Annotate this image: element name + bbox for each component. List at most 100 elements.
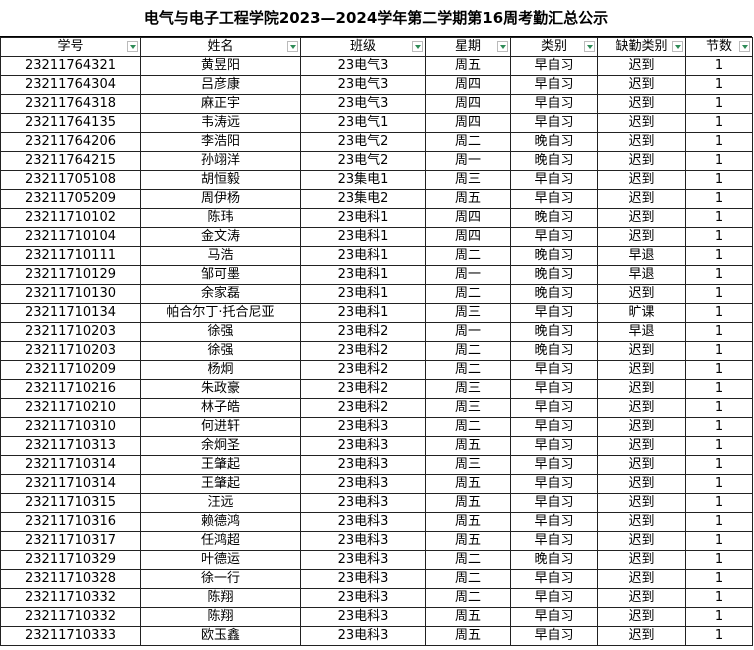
table-cell: 早自习 — [510, 626, 598, 646]
table-cell: 早自习 — [510, 493, 598, 513]
table-row: 23211710104 金文涛 23电科1 周四 早自习 迟到 1 — [0, 227, 753, 247]
table-cell: 23电科3 — [300, 569, 426, 589]
table-cell: 周五 — [425, 474, 511, 494]
table-cell: 林子皓 — [140, 398, 301, 418]
table-row: 23211764206 李浩阳 23电气2 周二 晚自习 迟到 1 — [0, 132, 753, 152]
filter-button[interactable] — [127, 41, 138, 52]
table-row: 23211710316 赖德鸿 23电科3 周五 早自习 迟到 1 — [0, 512, 753, 532]
table-cell: 23211710203 — [0, 341, 141, 361]
table-cell: 23电科1 — [300, 265, 426, 285]
table-cell: 迟到 — [597, 227, 686, 247]
table-cell: 23211710130 — [0, 284, 141, 304]
table-cell: 余家磊 — [140, 284, 301, 304]
filter-button[interactable] — [497, 41, 508, 52]
table-cell: 23211705209 — [0, 189, 141, 209]
table-cell: 周三 — [425, 170, 511, 190]
table-cell: 1 — [685, 170, 753, 190]
table-cell: 23211710314 — [0, 474, 141, 494]
table-cell: 1 — [685, 265, 753, 285]
table-cell: 早自习 — [510, 512, 598, 532]
table-cell: 周五 — [425, 56, 511, 76]
column-header: 节数 — [685, 37, 753, 57]
table-cell: 23电科2 — [300, 398, 426, 418]
table-cell: 1 — [685, 398, 753, 418]
table-row: 23211710216 朱政豪 23电科2 周三 早自习 迟到 1 — [0, 379, 753, 399]
table-cell: 1 — [685, 455, 753, 475]
table-cell: 陈翔 — [140, 607, 301, 627]
table-cell: 汪远 — [140, 493, 301, 513]
table-cell: 晚自习 — [510, 151, 598, 171]
table-cell: 周五 — [425, 531, 511, 551]
table-cell: 迟到 — [597, 626, 686, 646]
table-cell: 1 — [685, 474, 753, 494]
header-text: 学号 — [57, 39, 84, 54]
table-cell: 23211764321 — [0, 56, 141, 76]
table-cell: 晚自习 — [510, 284, 598, 304]
table-cell: 余炯圣 — [140, 436, 301, 456]
table-cell: 早自习 — [510, 170, 598, 190]
table-cell: 早自习 — [510, 227, 598, 247]
table-cell: 23211710111 — [0, 246, 141, 266]
table-cell: 23电科3 — [300, 531, 426, 551]
table-cell: 23211710210 — [0, 398, 141, 418]
table-cell: 早自习 — [510, 303, 598, 323]
filter-button[interactable] — [739, 41, 750, 52]
table-cell: 1 — [685, 341, 753, 361]
table-row: 23211710317 任鸿超 23电科3 周五 早自习 迟到 1 — [0, 531, 753, 551]
header-text: 班级 — [349, 39, 376, 54]
table-cell: 1 — [685, 417, 753, 437]
table-cell: 迟到 — [597, 398, 686, 418]
table-cell: 陈翔 — [140, 588, 301, 608]
table-cell: 23电科3 — [300, 512, 426, 532]
filter-button[interactable] — [287, 41, 298, 52]
header-text: 姓名 — [207, 39, 234, 54]
table-cell: 晚自习 — [510, 341, 598, 361]
table-cell: 23电科3 — [300, 626, 426, 646]
table-cell: 胡恒毅 — [140, 170, 301, 190]
table-cell: 23电科1 — [300, 227, 426, 247]
table-cell: 周四 — [425, 94, 511, 114]
filter-button[interactable] — [584, 41, 595, 52]
header-text: 节数 — [705, 39, 732, 54]
table-cell: 23电科3 — [300, 474, 426, 494]
table-row: 23211710333 欧玉鑫 23电科3 周五 早自习 迟到 1 — [0, 626, 753, 646]
table-cell: 23电科2 — [300, 360, 426, 380]
table-cell: 周二 — [425, 417, 511, 437]
column-header: 类别 — [510, 37, 598, 57]
table-cell: 早自习 — [510, 607, 598, 627]
table-cell: 1 — [685, 113, 753, 133]
table-cell: 周五 — [425, 436, 511, 456]
table-cell: 早自习 — [510, 75, 598, 95]
table-cell: 23211764304 — [0, 75, 141, 95]
table-cell: 朱政豪 — [140, 379, 301, 399]
table-cell: 23电科1 — [300, 246, 426, 266]
table-row: 23211710130 余家磊 23电科1 周二 晚自习 迟到 1 — [0, 284, 753, 304]
table-cell: 杨炯 — [140, 360, 301, 380]
table-row: 23211710310 何进轩 23电科3 周二 早自习 迟到 1 — [0, 417, 753, 437]
table-cell: 周一 — [425, 265, 511, 285]
table-cell: 23电科3 — [300, 588, 426, 608]
table-cell: 早自习 — [510, 113, 598, 133]
table-cell: 1 — [685, 208, 753, 228]
table-cell: 23电气3 — [300, 94, 426, 114]
table-cell: 周五 — [425, 189, 511, 209]
table-cell: 迟到 — [597, 75, 686, 95]
table-cell: 周五 — [425, 493, 511, 513]
table-cell: 23211710329 — [0, 550, 141, 570]
table-cell: 任鸿超 — [140, 531, 301, 551]
table-cell: 1 — [685, 436, 753, 456]
table-cell: 早自习 — [510, 379, 598, 399]
attendance-table: 学号 姓名 班级 星期 类别 缺勤类别 节数 23211764321 黄昱阳 23电气3 周五 早自… — [0, 37, 753, 646]
table-cell: 黄昱阳 — [140, 56, 301, 76]
table-cell: 23电科3 — [300, 436, 426, 456]
filter-button[interactable] — [672, 41, 683, 52]
table-row: 23211710314 王肇起 23电科3 周三 早自习 迟到 1 — [0, 455, 753, 475]
table-cell: 周二 — [425, 360, 511, 380]
filter-button[interactable] — [412, 41, 423, 52]
table-cell: 帕合尔丁·托合尼亚 — [140, 303, 301, 323]
table-cell: 迟到 — [597, 360, 686, 380]
table-cell: 早退 — [597, 322, 686, 342]
table-cell: 1 — [685, 303, 753, 323]
table-cell: 徐强 — [140, 322, 301, 342]
table-cell: 1 — [685, 512, 753, 532]
